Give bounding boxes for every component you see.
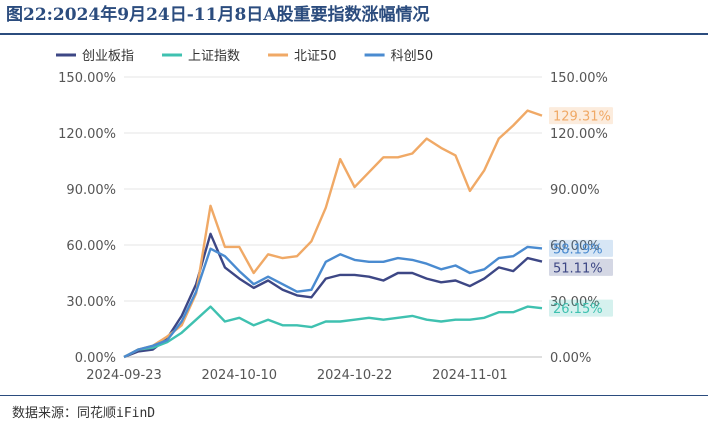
series-line [123, 245, 543, 359]
y-tick-label-left: 90.00% [66, 183, 116, 198]
series-line [123, 109, 543, 359]
y-tick-label-left: 30.00% [66, 295, 116, 310]
end-value-box [549, 299, 613, 317]
series-line [123, 305, 543, 359]
x-tick-label: 2024-10-22 [317, 368, 393, 383]
source-note: 数据来源：同花顺iFinD [12, 406, 156, 421]
end-value-label: 26.15% [553, 302, 603, 317]
y-tick-label-left: 0.00% [75, 351, 116, 366]
end-value-box [549, 258, 613, 276]
end-value-box [549, 239, 613, 257]
y-tick-label-left: 60.00% [66, 239, 116, 254]
y-tick-label-right: 150.00% [550, 71, 608, 86]
end-value-box [549, 107, 613, 125]
title-rule [0, 33, 708, 35]
x-tick-label: 2024-10-10 [202, 368, 278, 383]
footer-rule [0, 395, 708, 396]
x-tick-label: 2024-11-01 [432, 368, 508, 383]
chart-title: 图22:2024年9月24日-11月8日A股重要指数涨幅情况 [6, 5, 430, 25]
y-tick-label-right: 30.00% [550, 295, 600, 310]
end-value-label: 58.19% [553, 242, 603, 257]
end-value-label: 129.31% [553, 110, 611, 125]
y-tick-label-left: 120.00% [58, 127, 116, 142]
end-value-label: 51.11% [553, 261, 603, 276]
y-tick-label-right: 120.00% [550, 127, 608, 142]
legend-entry: 科创50 [391, 49, 434, 64]
y-tick-label-right: 60.00% [550, 239, 600, 254]
y-tick-label-right: 90.00% [550, 183, 600, 198]
legend-entry: 上证指数 [188, 49, 240, 64]
x-tick-label: 2024-09-23 [86, 368, 162, 383]
series-line [123, 232, 543, 359]
legend-entry: 北证50 [294, 49, 337, 64]
y-tick-label-right: 0.00% [550, 351, 591, 366]
y-tick-label-left: 150.00% [58, 71, 116, 86]
legend-entry: 创业板指 [82, 49, 134, 64]
